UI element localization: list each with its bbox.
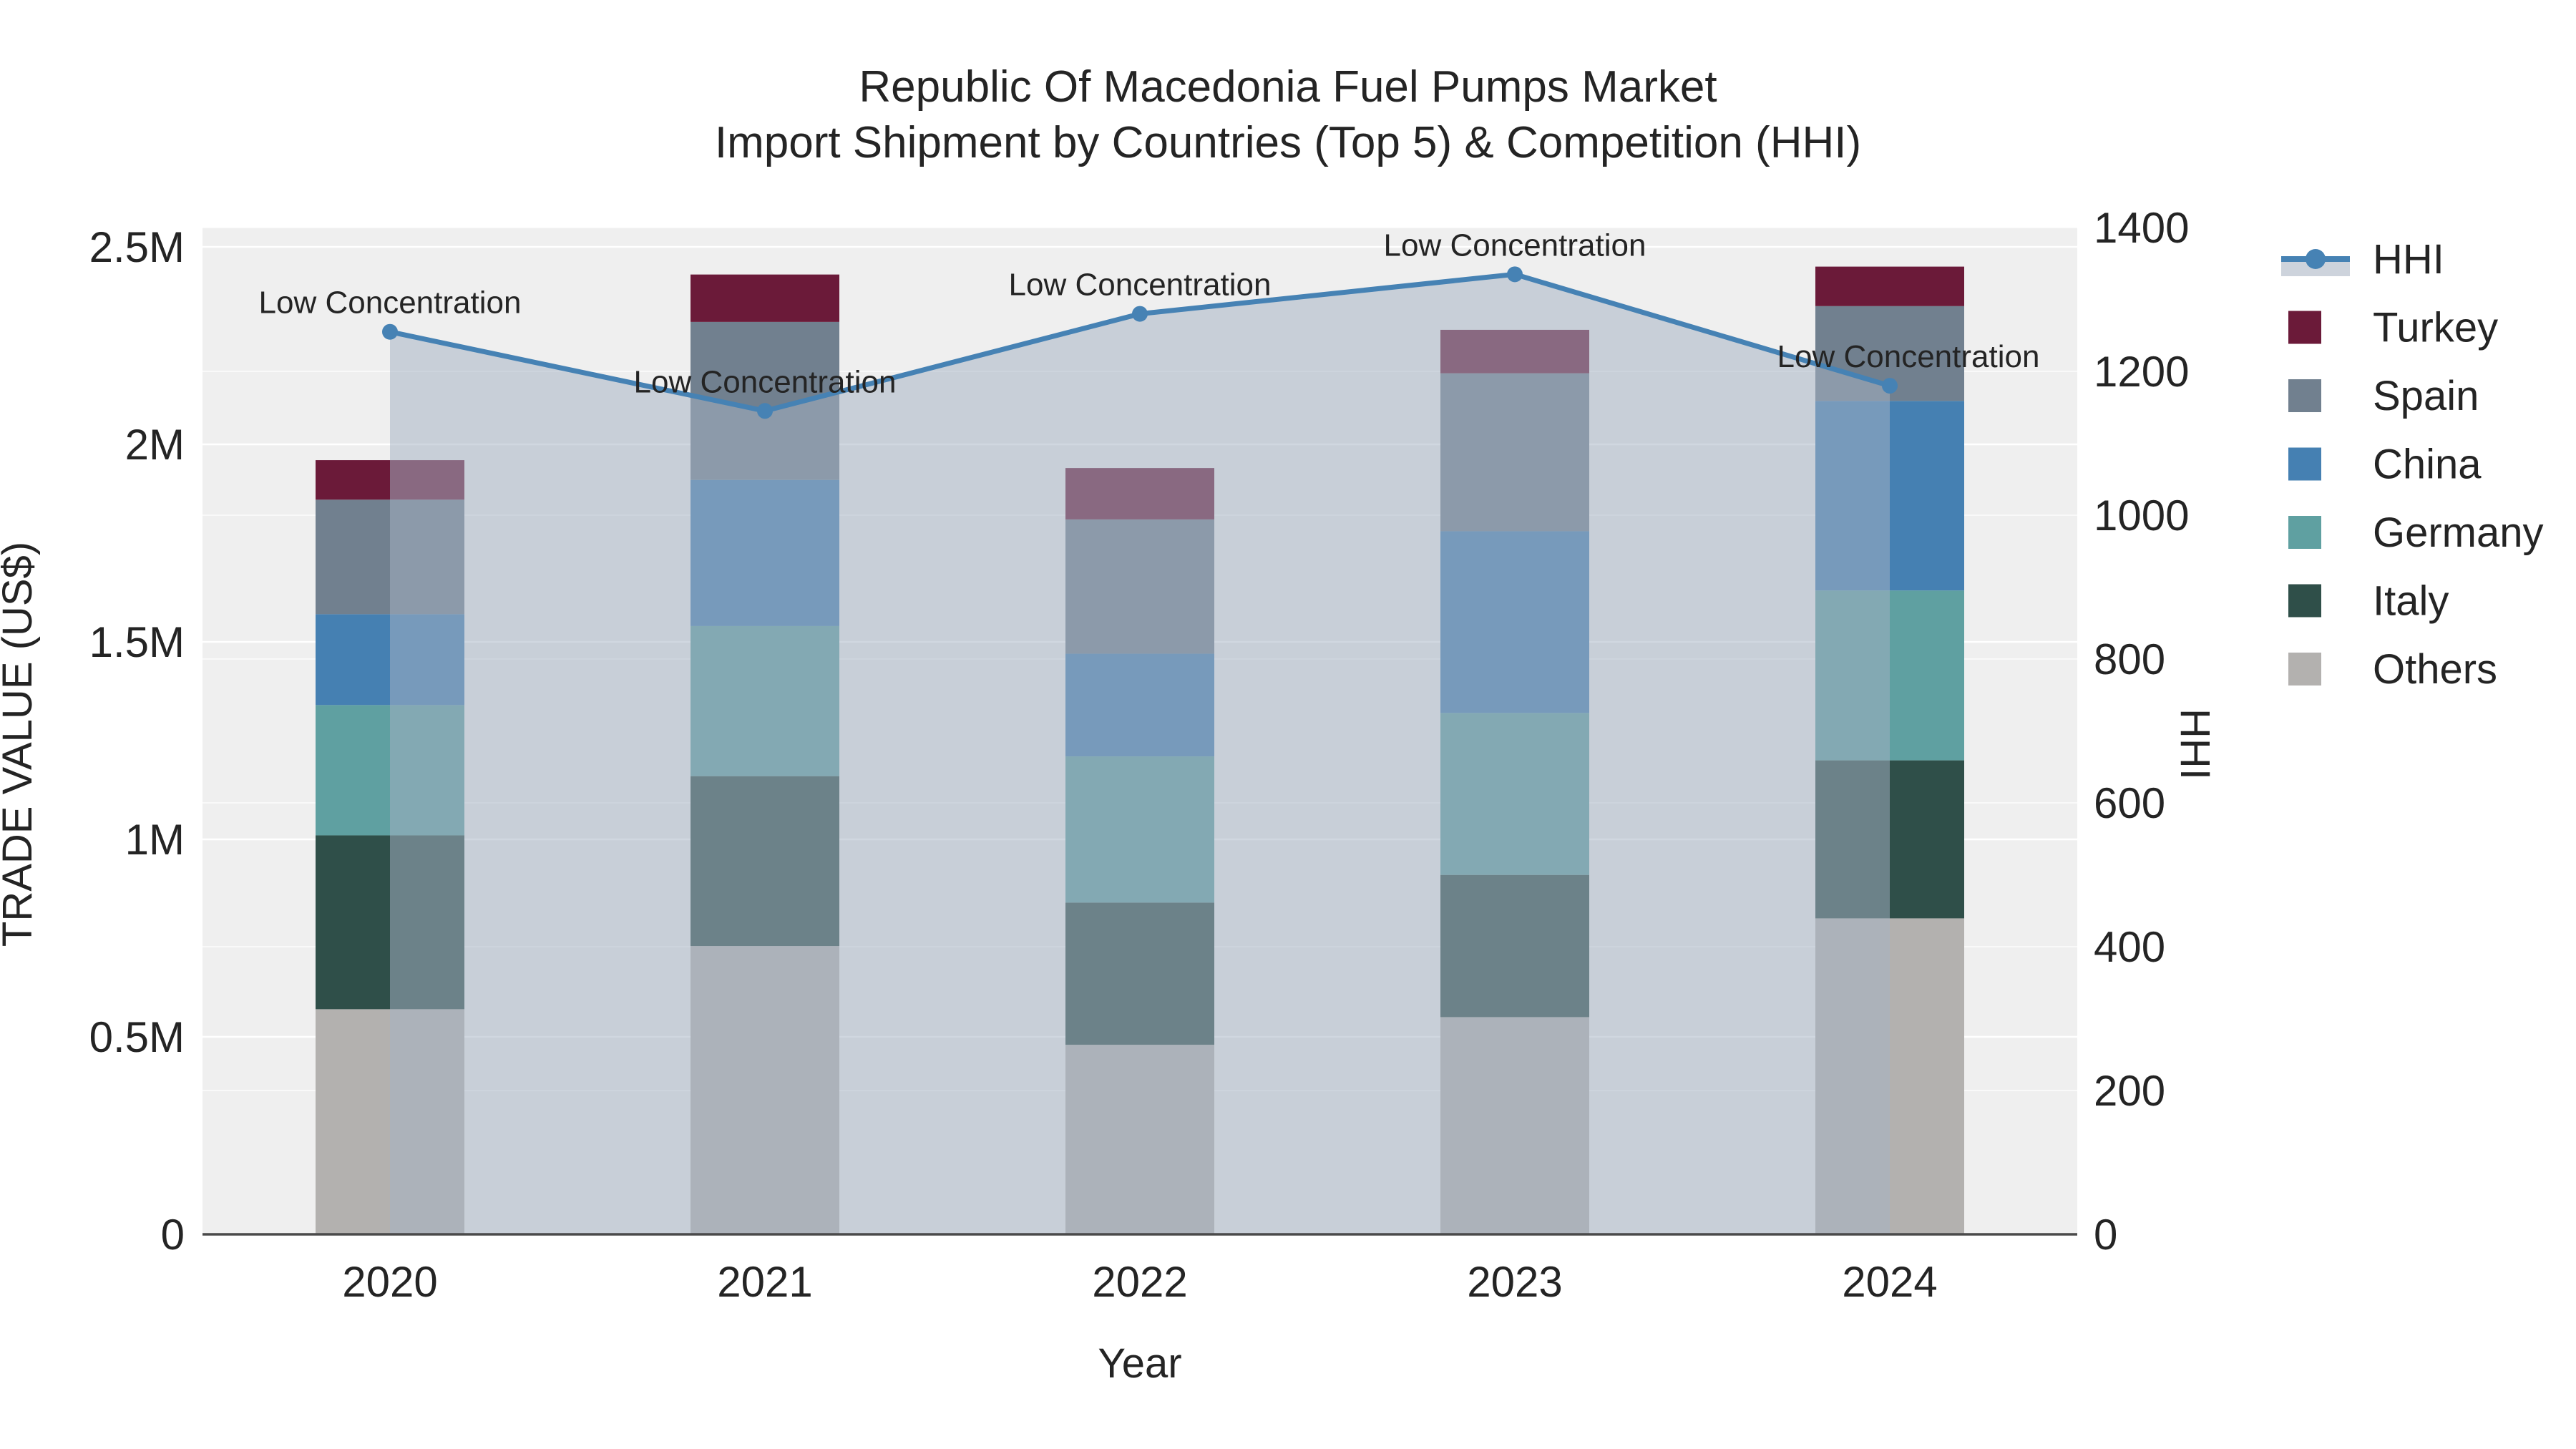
annotation-low-concentration-2020: Low Concentration: [259, 286, 522, 321]
legend-label-spain: Spain: [2373, 373, 2479, 419]
legend-label-germany: Germany: [2373, 509, 2544, 556]
legend-swatch-turkey: [2288, 311, 2321, 344]
legend-label-italy: Italy: [2373, 578, 2449, 625]
right-tick-label: 800: [2094, 635, 2165, 683]
x-axis-title: Year: [1098, 1340, 1181, 1387]
left-y-axis-title: TRADE VALUE (US$): [0, 542, 41, 947]
x-tick-label-2023: 2023: [1467, 1258, 1562, 1306]
hhi-marker-2021: [757, 403, 773, 419]
chart-title-line2: Import Shipment by Countries (Top 5) & C…: [715, 118, 1861, 167]
x-tick-label-2021: 2021: [717, 1258, 812, 1306]
x-tick-label-2024: 2024: [1842, 1258, 1937, 1306]
left-tick-label: 0.5M: [89, 1013, 185, 1061]
legend-label-hhi: HHI: [2373, 236, 2444, 283]
hhi-marker-2024: [1882, 378, 1898, 394]
hhi-legend-marker: [2306, 249, 2326, 269]
legend-item-italy[interactable]: Italy: [2288, 578, 2449, 625]
annotation-low-concentration-2021: Low Concentration: [634, 364, 897, 399]
legend-item-turkey[interactable]: Turkey: [2288, 305, 2498, 351]
hhi-marker-2022: [1132, 306, 1148, 322]
left-tick-label: 1.5M: [89, 618, 185, 666]
legend-swatch-italy: [2288, 584, 2321, 618]
x-tick-label-2020: 2020: [342, 1258, 437, 1306]
left-tick-label: 2.5M: [89, 223, 185, 271]
bar-segment-turkey-2024: [1815, 266, 1964, 306]
right-tick-label: 0: [2094, 1211, 2117, 1259]
legend-item-others[interactable]: Others: [2288, 646, 2497, 693]
right-tick-label: 1000: [2094, 492, 2189, 540]
legend-label-others: Others: [2373, 646, 2497, 693]
legend-swatch-spain: [2288, 379, 2321, 412]
right-tick-label: 1400: [2094, 204, 2189, 252]
right-tick-label: 600: [2094, 779, 2165, 827]
hhi-area-fill: [390, 274, 1890, 1235]
hhi-marker-2020: [382, 323, 398, 340]
annotation-low-concentration-2024: Low Concentration: [1777, 339, 2040, 374]
legend-item-china[interactable]: China: [2288, 441, 2482, 488]
legend-item-hhi[interactable]: HHI: [2281, 236, 2444, 283]
right-tick-label: 1200: [2094, 348, 2189, 396]
chart-title-line1: Republic Of Macedonia Fuel Pumps Market: [859, 62, 1717, 112]
legend-item-germany[interactable]: Germany: [2288, 509, 2544, 556]
annotation-low-concentration-2022: Low Concentration: [1009, 268, 1272, 303]
left-tick-label: 0: [161, 1211, 185, 1259]
right-tick-label: 200: [2094, 1067, 2165, 1115]
annotation-low-concentration-2023: Low Concentration: [1384, 228, 1646, 263]
legend-item-spain[interactable]: Spain: [2288, 373, 2479, 419]
left-tick-label: 1M: [125, 816, 185, 864]
right-y-axis-title: HHI: [2172, 708, 2218, 780]
legend-swatch-china: [2288, 447, 2321, 481]
x-tick-label-2022: 2022: [1092, 1258, 1187, 1306]
legend-swatch-germany: [2288, 516, 2321, 549]
legend-swatch-others: [2288, 653, 2321, 686]
right-tick-label: 400: [2094, 923, 2165, 971]
left-tick-label: 2M: [125, 421, 185, 469]
legend-label-china: China: [2373, 441, 2482, 488]
hhi-marker-2023: [1507, 266, 1523, 283]
legend-label-turkey: Turkey: [2373, 305, 2498, 351]
bar-segment-turkey-2021: [691, 274, 839, 322]
